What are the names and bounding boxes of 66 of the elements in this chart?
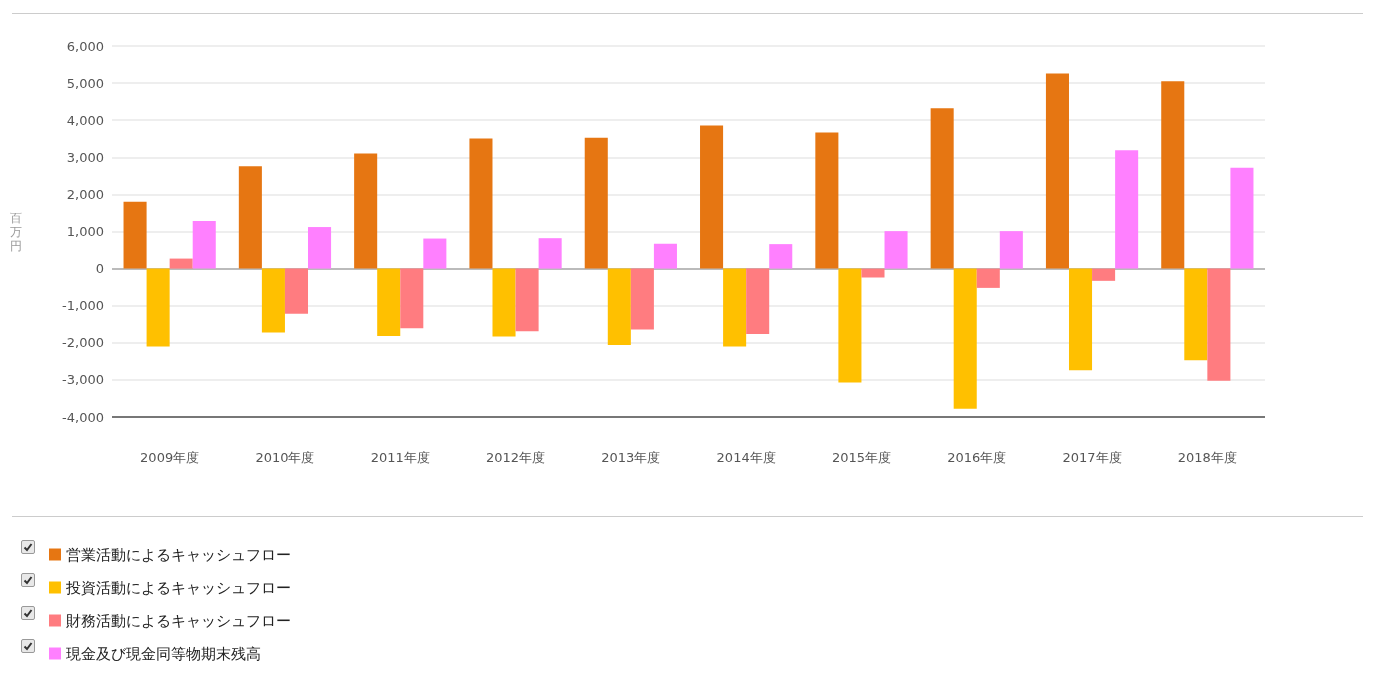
- bar: [630, 268, 654, 330]
- y-tick-label: 6,000: [66, 38, 104, 54]
- x-tick-label: 2013年度: [601, 450, 661, 465]
- bar: [607, 268, 631, 346]
- x-tick-label: 2018年度: [1177, 450, 1237, 465]
- bar: [930, 108, 954, 269]
- bar: [700, 125, 724, 269]
- bar: [769, 244, 793, 269]
- bar: [1045, 73, 1069, 269]
- bar: [953, 268, 977, 409]
- bar: [515, 268, 539, 332]
- y-tick-label: -3,000: [62, 372, 104, 388]
- bar: [746, 268, 770, 334]
- bar: [999, 231, 1023, 269]
- bar: [169, 258, 193, 269]
- bar: [723, 268, 747, 347]
- bar: [1092, 268, 1116, 281]
- bar: [423, 238, 447, 269]
- x-tick-label: 2011年度: [370, 450, 430, 465]
- y-tick-label: -4,000: [62, 409, 104, 425]
- y-tick-label: -2,000: [62, 335, 104, 351]
- bar: [400, 268, 424, 329]
- y-axis-title: 百万円: [10, 210, 22, 253]
- bar: [146, 268, 170, 347]
- bar: [354, 153, 378, 269]
- x-tick-label: 2015年度: [831, 450, 891, 465]
- bar: [284, 268, 309, 314]
- y-tick-label: 4,000: [66, 112, 104, 128]
- x-tick-label: 2012年度: [486, 450, 546, 465]
- bar: [538, 238, 562, 269]
- bar: [192, 221, 216, 269]
- y-tick-label: 3,000: [66, 149, 104, 165]
- bar: [584, 137, 608, 269]
- legend-label: 投資活動によるキャッシュフロー: [65, 578, 291, 597]
- x-tick-label: 2017年度: [1062, 450, 1122, 465]
- bar: [1230, 167, 1254, 269]
- bar: [1207, 268, 1231, 381]
- x-tick-label: 2016年度: [947, 450, 1007, 465]
- bar: [884, 231, 908, 269]
- y-tick-label: 2,000: [66, 186, 104, 202]
- x-tick-label: 2009年度: [140, 450, 200, 465]
- bar: [976, 268, 1000, 288]
- bar: [261, 268, 285, 333]
- bar: [377, 268, 401, 337]
- bar: [1161, 81, 1185, 269]
- bar: [238, 166, 262, 269]
- legend-label: 現金及び現金同等物期末残高: [66, 644, 261, 663]
- x-tick-label: 2014年度: [716, 450, 776, 465]
- bar: [492, 268, 516, 337]
- bar: [308, 227, 332, 269]
- x-tick-label: 2010年度: [255, 450, 315, 465]
- y-tick-label: -1,000: [62, 298, 104, 314]
- y-tick-label: 1,000: [66, 224, 104, 239]
- legend-label: 財務活動によるキャッシュフロー: [66, 611, 291, 630]
- bar: [815, 132, 839, 269]
- bar: [838, 268, 862, 383]
- bar: [653, 243, 677, 269]
- legend-label: 営業活動によるキャッシュフロー: [66, 545, 291, 564]
- bar: [123, 201, 147, 269]
- y-tick-label: 5,000: [66, 75, 104, 91]
- y-tick-label: 0: [95, 261, 104, 277]
- bar: [1068, 268, 1093, 371]
- bar: [861, 268, 885, 278]
- bar: [1184, 268, 1208, 361]
- bar: [1115, 150, 1139, 269]
- bar: [469, 138, 493, 269]
